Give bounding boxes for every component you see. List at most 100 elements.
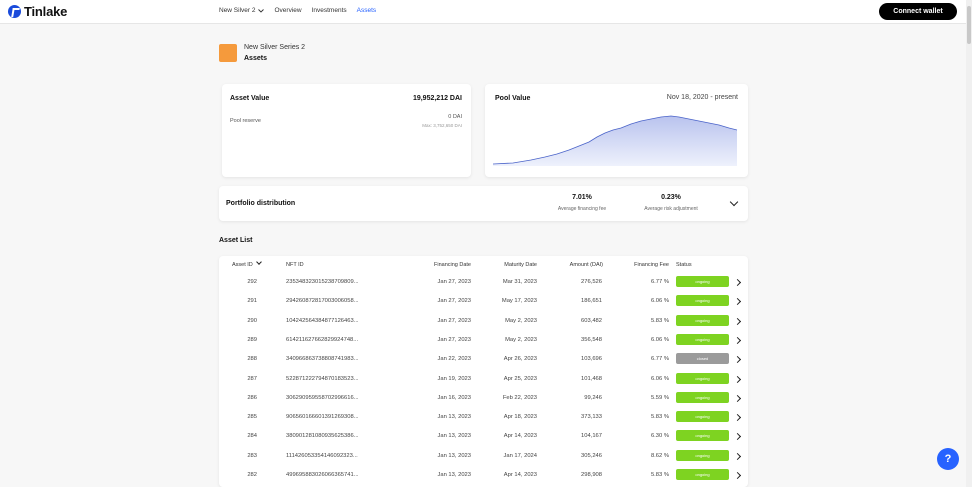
pool-value-chart bbox=[493, 115, 738, 166]
chevron-right-icon[interactable] bbox=[733, 394, 742, 402]
financing-fee-cell: 5.83 % bbox=[650, 414, 669, 421]
maturity-date-cell: May 2, 2023 bbox=[505, 317, 537, 324]
financing-fee-cell: 6.06 % bbox=[650, 336, 669, 343]
table-row[interactable]: 290 104242564384877126463... Jan 27, 2023 M… bbox=[219, 312, 748, 331]
table-row[interactable]: 284 380901281080935625386... Jan 13, 2023 A… bbox=[219, 427, 748, 446]
maturity-date-cell: May 2, 2023 bbox=[505, 336, 537, 343]
pool-reserve-value: 0 DAI bbox=[448, 114, 462, 120]
asset-id-cell: 291 bbox=[247, 298, 257, 305]
financing-fee-cell: 6.77 % bbox=[650, 279, 669, 285]
financing-date-cell: Jan 13, 2023 bbox=[437, 452, 471, 459]
table-row[interactable]: 283 111426053354146092323... Jan 13, 2023 J… bbox=[219, 447, 748, 466]
maturity-date-cell: Jan 17, 2024 bbox=[503, 452, 537, 459]
chevron-right-icon[interactable] bbox=[733, 452, 742, 460]
table-row[interactable]: 289 614211627662829924748... Jan 27, 2023 M… bbox=[219, 331, 748, 350]
financing-fee-cell: 8.62 % bbox=[650, 452, 669, 459]
pool-selector[interactable]: New Silver 2 bbox=[219, 7, 265, 14]
financing-fee-cell: 6.06 % bbox=[650, 298, 669, 305]
maturity-date-cell: Apr 26, 2023 bbox=[503, 356, 537, 363]
chevron-right-icon[interactable] bbox=[733, 336, 742, 344]
tinlake-logo[interactable]: Tinlake bbox=[8, 4, 67, 19]
table-row[interactable]: 292 235348323015238709809... Jan 27, 2023 M… bbox=[219, 273, 748, 292]
portfolio-label: Portfolio distribution bbox=[226, 200, 296, 207]
nft-id-cell: 340966863738808741983... bbox=[286, 356, 359, 363]
nft-id-cell: 111426053354146092323... bbox=[286, 452, 358, 459]
nav-overview[interactable]: Overview bbox=[274, 7, 302, 14]
nft-id-cell: 294260872817003006058... bbox=[286, 298, 359, 305]
avg-financing-fee-value: 7.01% bbox=[572, 194, 592, 201]
amount-cell: 305,246 bbox=[581, 452, 602, 459]
col-nft-id: NFT ID bbox=[286, 262, 304, 268]
financing-fee-cell: 5.83 % bbox=[650, 472, 669, 478]
status-badge: ongoing bbox=[676, 333, 729, 345]
scrollbar-thumb[interactable] bbox=[967, 6, 971, 44]
pool-value-line bbox=[493, 115, 738, 165]
page-title: Assets bbox=[244, 55, 267, 62]
asset-id-cell: 286 bbox=[247, 394, 257, 401]
nft-id-cell: 235348323015238709809... bbox=[286, 279, 359, 285]
tinlake-logo-icon bbox=[8, 5, 21, 18]
financing-date-cell: Jan 16, 2023 bbox=[437, 394, 471, 401]
chevron-right-icon[interactable] bbox=[733, 298, 742, 306]
table-row[interactable]: 288 340966863738808741983... Jan 22, 2023 A… bbox=[219, 350, 748, 369]
avg-risk-adjustment-label: Average risk adjustment bbox=[644, 206, 698, 212]
financing-date-cell: Jan 13, 2023 bbox=[437, 472, 471, 478]
portfolio-distribution[interactable]: Portfolio distribution 7.01% Average fin… bbox=[219, 186, 748, 221]
avg-risk-adjustment: 0.23% Average risk adjustment bbox=[634, 194, 708, 212]
chevron-right-icon[interactable] bbox=[733, 356, 742, 364]
pool-reserve-max: Max: 3,752,650 DAI bbox=[422, 123, 462, 128]
asset-id-cell: 289 bbox=[247, 336, 257, 343]
nft-id-cell: 380901281080935625386... bbox=[286, 433, 359, 440]
maturity-date-cell: Feb 22, 2023 bbox=[502, 394, 537, 401]
chevron-right-icon[interactable] bbox=[733, 375, 742, 383]
table-row[interactable]: 282 499695883026066365741... Jan 13, 2023 A… bbox=[219, 466, 748, 485]
asset-id-cell: 284 bbox=[247, 433, 257, 440]
status-badge: ongoing bbox=[676, 295, 729, 307]
scrollbar[interactable] bbox=[966, 0, 972, 487]
table-row[interactable]: 285 906560166601391269308... Jan 13, 2023 A… bbox=[219, 408, 748, 427]
connect-wallet-button[interactable]: Connect wallet bbox=[879, 3, 957, 20]
pool-selector-label: New Silver 2 bbox=[219, 7, 256, 14]
asset-id-cell: 285 bbox=[247, 414, 257, 421]
col-maturity-date: Maturity Date bbox=[504, 262, 537, 268]
table-row[interactable]: 286 306290959558702996616... Jan 16, 2023 F… bbox=[219, 389, 748, 408]
financing-fee-cell: 6.06 % bbox=[650, 375, 669, 382]
asset-id-cell: 292 bbox=[247, 279, 257, 285]
financing-fee-cell: 5.83 % bbox=[650, 317, 669, 324]
chevron-right-icon[interactable] bbox=[733, 433, 742, 441]
amount-cell: 276,526 bbox=[581, 279, 602, 285]
chevron-down-icon[interactable] bbox=[729, 197, 739, 207]
status-badge: ongoing bbox=[676, 372, 729, 384]
chevron-right-icon[interactable] bbox=[733, 471, 742, 480]
nft-id-cell: 906560166601391269308... bbox=[286, 414, 359, 421]
status-badge: ongoing bbox=[676, 449, 729, 461]
chevron-down-icon bbox=[258, 8, 265, 13]
nft-id-cell: 306290959558702996616... bbox=[286, 394, 359, 401]
chevron-right-icon[interactable] bbox=[733, 414, 742, 422]
asset-list-title: Asset List bbox=[219, 237, 253, 244]
asset-value: 19,952,212 DAI bbox=[412, 95, 462, 102]
amount-cell: 373,133 bbox=[581, 414, 602, 421]
asset-id-cell: 288 bbox=[247, 356, 257, 363]
col-status: Status bbox=[676, 262, 692, 268]
maturity-date-cell: Apr 14, 2023 bbox=[503, 472, 537, 478]
nav-investments[interactable]: Investments bbox=[311, 7, 347, 14]
nav-assets[interactable]: Assets bbox=[356, 7, 377, 14]
financing-fee-cell: 5.59 % bbox=[650, 394, 669, 401]
financing-date-cell: Jan 13, 2023 bbox=[437, 414, 471, 421]
help-button[interactable]: ? bbox=[937, 448, 959, 470]
main-nav: New Silver 2 Overview Investments Assets bbox=[219, 7, 376, 14]
financing-date-cell: Jan 27, 2023 bbox=[437, 336, 471, 343]
chevron-right-icon[interactable] bbox=[733, 278, 742, 287]
amount-cell: 603,482 bbox=[581, 317, 602, 324]
pool-value-range: Nov 18, 2020 - present bbox=[666, 94, 738, 101]
col-amount: Amount (DAI) bbox=[569, 262, 603, 268]
table-row[interactable]: 287 522871222794870183523... Jan 19, 2023 A… bbox=[219, 370, 748, 389]
chevron-right-icon[interactable] bbox=[733, 317, 742, 325]
col-asset-id[interactable]: Asset ID bbox=[232, 259, 262, 268]
table-row[interactable]: 291 294260872817003006058... Jan 27, 2023 M… bbox=[219, 292, 748, 311]
avg-risk-adjustment-value: 0.23% bbox=[661, 194, 681, 201]
maturity-date-cell: Apr 14, 2023 bbox=[503, 433, 537, 440]
nft-id-cell: 499695883026066365741... bbox=[286, 472, 359, 478]
status-badge: ongoing bbox=[676, 276, 729, 287]
